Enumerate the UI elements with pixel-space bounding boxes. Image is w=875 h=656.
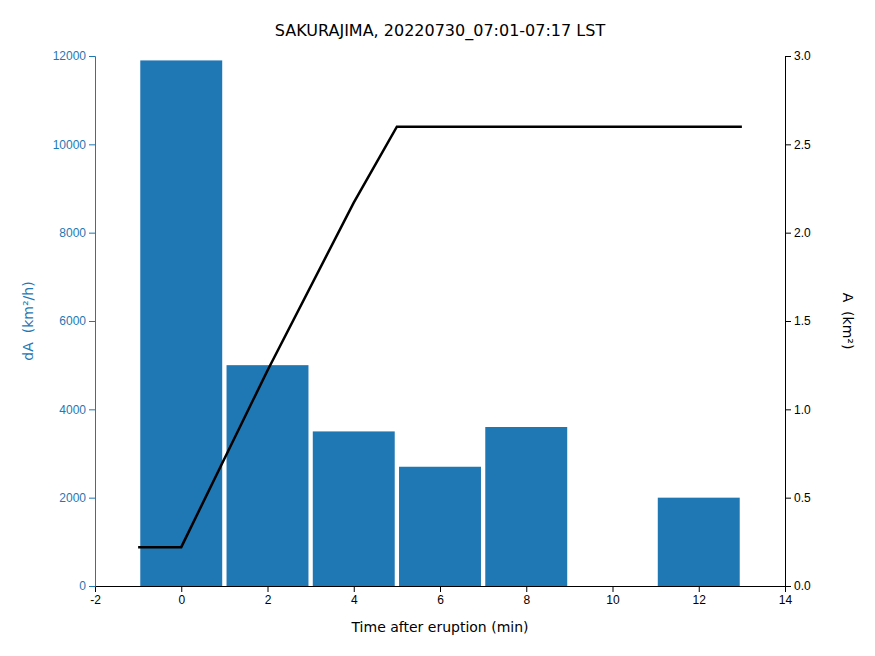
tick: -2 bbox=[90, 586, 101, 607]
tick-label: -2 bbox=[90, 593, 101, 607]
tick-label: 2000 bbox=[59, 491, 86, 505]
tick: 3.0 bbox=[785, 49, 811, 63]
tick-mark bbox=[268, 586, 269, 592]
tick-mark bbox=[89, 56, 95, 57]
bar bbox=[399, 467, 481, 586]
tick: 6000 bbox=[59, 314, 95, 328]
tick-mark bbox=[89, 144, 95, 145]
tick-mark bbox=[89, 233, 95, 234]
tick-label: 4 bbox=[351, 593, 358, 607]
tick: 1.5 bbox=[785, 314, 811, 328]
tick-mark bbox=[785, 144, 791, 145]
tick-mark bbox=[785, 233, 791, 234]
tick: 2000 bbox=[59, 491, 95, 505]
tick: 0 bbox=[79, 579, 95, 593]
tick: 0 bbox=[178, 586, 185, 607]
tick-mark bbox=[89, 586, 95, 587]
marks bbox=[138, 60, 742, 586]
axis-line bbox=[89, 57, 96, 587]
tick: 2 bbox=[265, 586, 272, 607]
bar bbox=[140, 60, 222, 586]
tick: 6 bbox=[437, 586, 444, 607]
tick-label: 0 bbox=[79, 579, 86, 593]
bar bbox=[658, 498, 740, 586]
tick: 0.0 bbox=[785, 579, 811, 593]
tick-mark bbox=[89, 321, 95, 322]
y-axis: 0 2000 4000 6000 8000 10000 12000 bbox=[53, 49, 96, 593]
axis-line bbox=[96, 587, 786, 593]
tick-mark bbox=[526, 586, 527, 592]
tick: 2.5 bbox=[785, 138, 811, 152]
tick-label: 1.0 bbox=[794, 403, 811, 417]
tick-label: 12 bbox=[693, 593, 707, 607]
tick-mark bbox=[785, 409, 791, 410]
tick: 2.0 bbox=[785, 226, 811, 240]
tick-mark bbox=[181, 586, 182, 592]
tick-label: 14 bbox=[779, 593, 793, 607]
x-axis-title: Time after eruption (min) bbox=[350, 619, 528, 635]
tick: 12000 bbox=[53, 49, 95, 63]
tick-label: 2 bbox=[265, 593, 272, 607]
axis-line bbox=[786, 57, 792, 587]
bar bbox=[313, 431, 395, 586]
tick-mark bbox=[785, 56, 791, 57]
tick-label: 12000 bbox=[53, 49, 87, 63]
tick-mark bbox=[785, 321, 791, 322]
tick-label: 8000 bbox=[59, 226, 86, 240]
tick-mark bbox=[440, 586, 441, 592]
tick: 14 bbox=[779, 586, 793, 607]
tick: 10 bbox=[606, 586, 620, 607]
tick: 8000 bbox=[59, 226, 95, 240]
tick: 4000 bbox=[59, 403, 95, 417]
tick: 1.0 bbox=[785, 403, 811, 417]
tick-label: 1.5 bbox=[794, 314, 811, 328]
tick-label: 2.5 bbox=[794, 138, 811, 152]
y2-axis: 0.0 0.5 1.0 1.5 2.0 2.5 3.0 bbox=[785, 49, 811, 593]
tick: 12 bbox=[693, 586, 707, 607]
tick-mark bbox=[89, 498, 95, 499]
tick-label: 3.0 bbox=[794, 49, 811, 63]
line bbox=[138, 127, 742, 547]
tick-label: 0.5 bbox=[794, 491, 811, 505]
tick: 0.5 bbox=[785, 491, 811, 505]
tick-label: 0.0 bbox=[794, 579, 811, 593]
bar bbox=[485, 427, 567, 586]
tick-label: 2.0 bbox=[794, 226, 811, 240]
tick: 8 bbox=[523, 586, 530, 607]
title: SAKURAJIMA, 20220730_07:01-07:17 LST bbox=[275, 21, 606, 41]
x-axis: -2 0 2 4 6 8 10 12 14 bbox=[90, 586, 792, 607]
bar bbox=[227, 365, 309, 586]
tick-label: 4000 bbox=[59, 403, 86, 417]
tick-label: 8 bbox=[523, 593, 530, 607]
bar-series bbox=[140, 60, 739, 586]
tick-label: 10 bbox=[606, 593, 620, 607]
tick: 4 bbox=[351, 586, 358, 607]
tick-mark bbox=[89, 409, 95, 410]
tick: 10000 bbox=[53, 138, 95, 152]
tick-label: 6 bbox=[437, 593, 444, 607]
chart: -2 0 2 4 6 8 10 12 14 0 2000 4000 6000 8000 10000 12000… bbox=[0, 0, 875, 656]
tick-mark bbox=[785, 586, 791, 587]
y2-axis-title: A (km²) bbox=[840, 293, 856, 350]
tick-mark bbox=[785, 498, 791, 499]
tick-mark bbox=[699, 586, 700, 592]
tick-mark bbox=[613, 586, 614, 592]
tick-label: 0 bbox=[178, 593, 185, 607]
plot: -2 0 2 4 6 8 10 12 14 0 2000 4000 6000 8000 10000 12000… bbox=[53, 49, 811, 606]
tick-label: 10000 bbox=[53, 138, 87, 152]
y-axis-title: dA (km²/h) bbox=[20, 281, 36, 360]
tick-label: 6000 bbox=[59, 314, 86, 328]
tick-mark bbox=[354, 586, 355, 592]
